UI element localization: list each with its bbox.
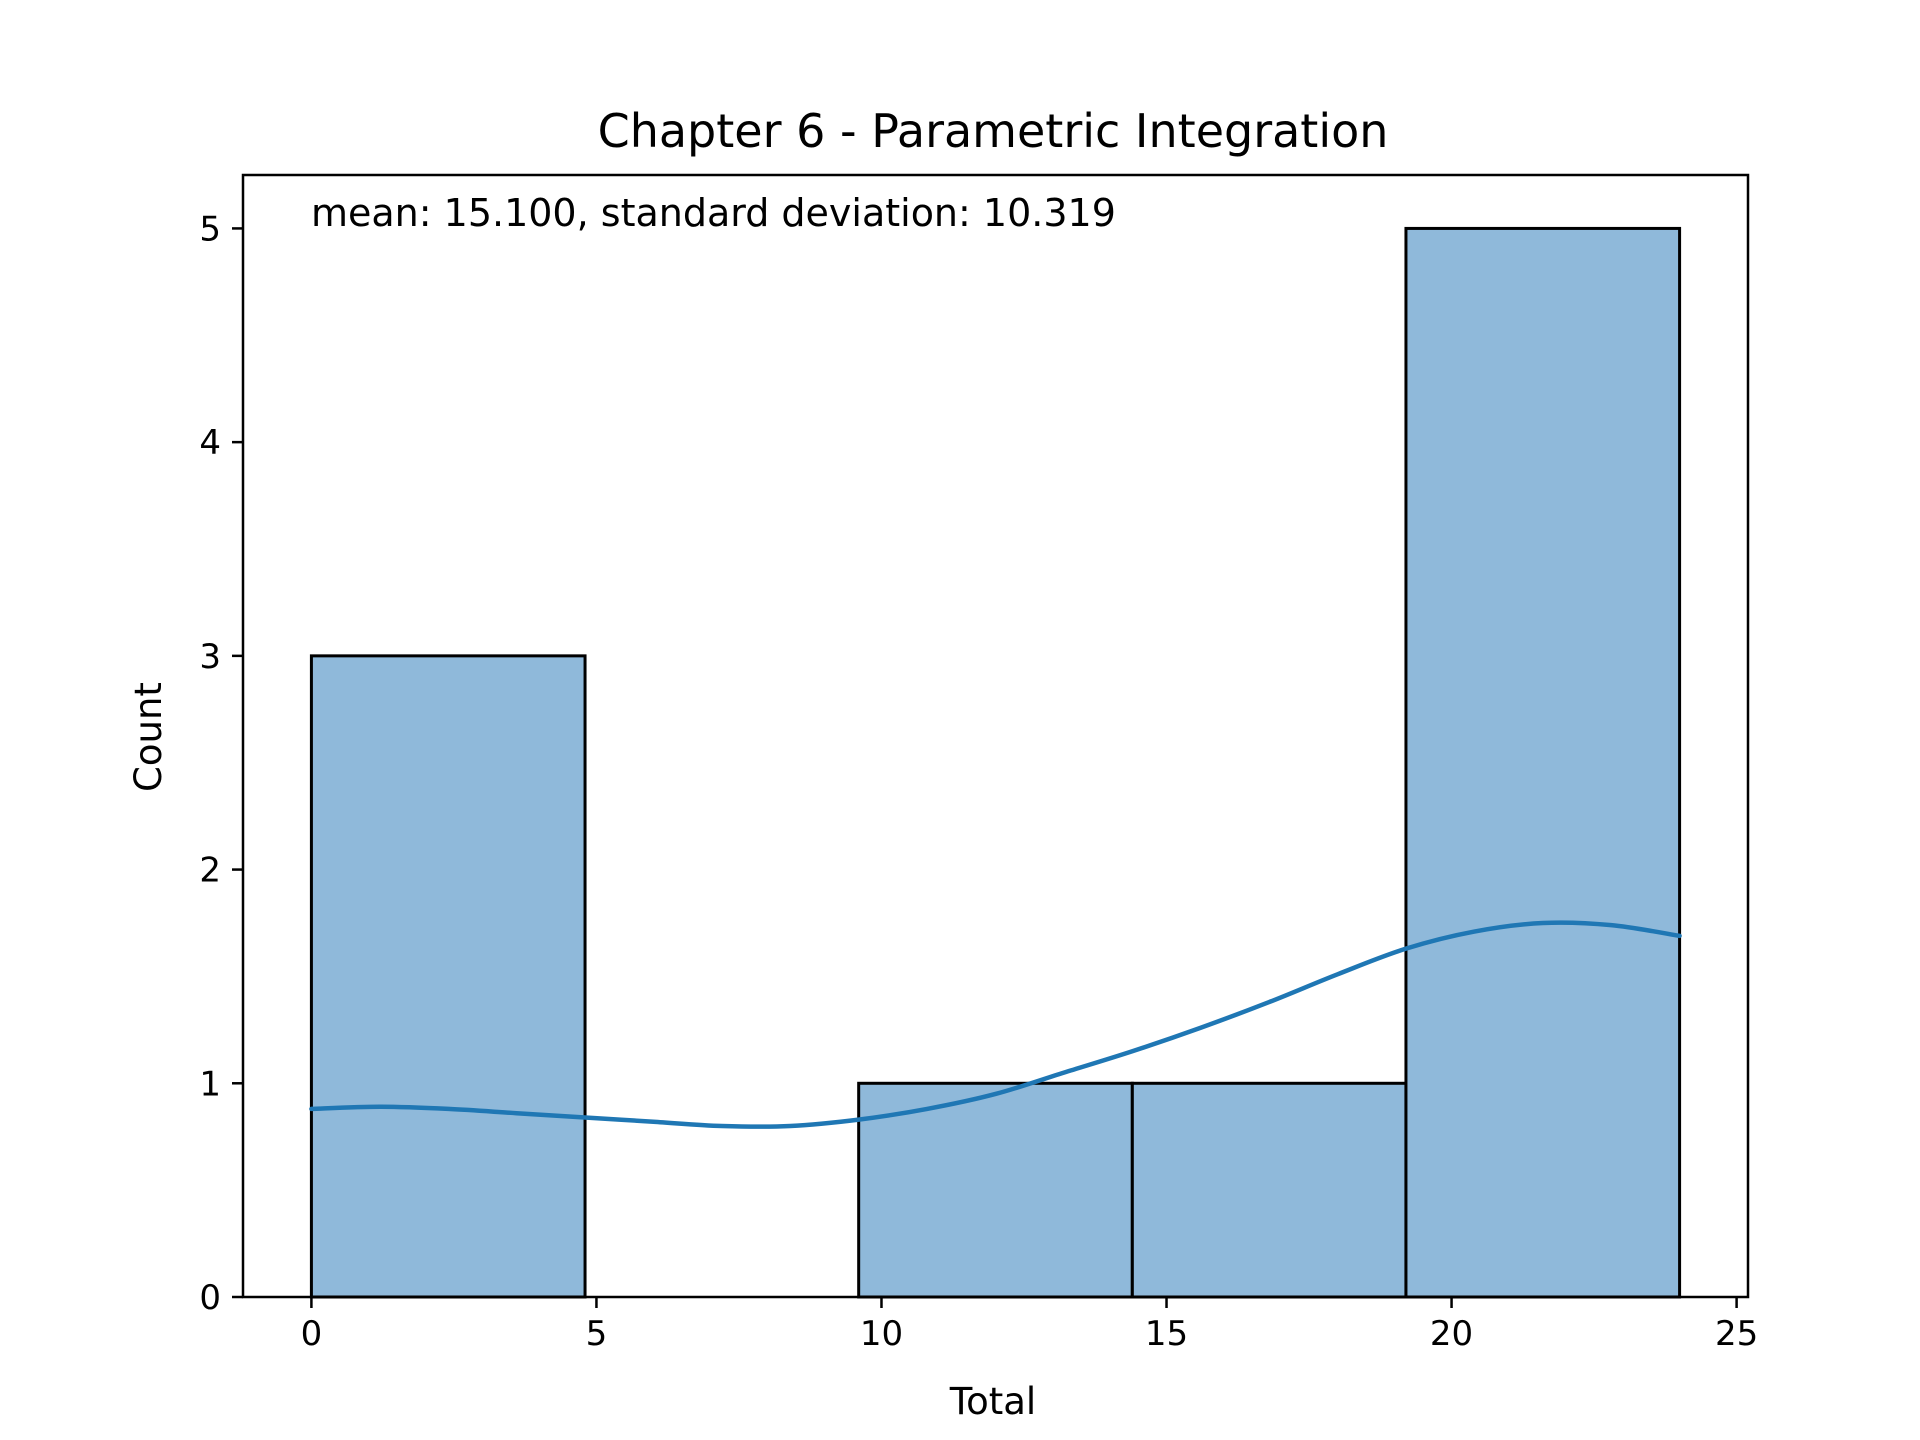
x-tick-label-10: 10 (860, 1314, 903, 1354)
x-tick-label-15: 15 (1145, 1314, 1188, 1354)
y-axis-ticks: 0 1 2 3 4 5 (199, 209, 243, 1318)
histogram-bar-2 (857, 1081, 1134, 1299)
y-tick-label-5: 5 (199, 209, 221, 249)
x-tick-label-5: 5 (586, 1314, 608, 1354)
histogram-bar-0 (309, 654, 587, 1299)
kde-curve-layer (309, 920, 1682, 1129)
kde-line (309, 920, 1682, 1129)
histogram-bar-3 (1130, 1081, 1408, 1299)
x-tick-label-20: 20 (1430, 1314, 1473, 1354)
chart-title: Chapter 6 - Parametric Integration (598, 104, 1389, 158)
x-axis-ticks: 0 5 10 15 20 25 (301, 1297, 1758, 1354)
x-axis-label: Total (949, 1380, 1036, 1423)
histogram-bar-4 (1404, 226, 1682, 1299)
stats-annotation: mean: 15.100, standard deviation: 10.319 (311, 191, 1116, 235)
x-tick-label-0: 0 (301, 1314, 323, 1354)
y-tick-label-3: 3 (199, 637, 221, 677)
x-tick-label-25: 25 (1715, 1314, 1758, 1354)
y-axis-label: Count (127, 682, 170, 792)
y-tick-label-2: 2 (199, 851, 221, 891)
y-tick-label-1: 1 (199, 1064, 221, 1104)
y-tick-label-4: 4 (199, 423, 221, 463)
y-tick-label-0: 0 (199, 1278, 221, 1318)
histogram-bars (309, 226, 1682, 1299)
plot-frame (241, 173, 1750, 1299)
